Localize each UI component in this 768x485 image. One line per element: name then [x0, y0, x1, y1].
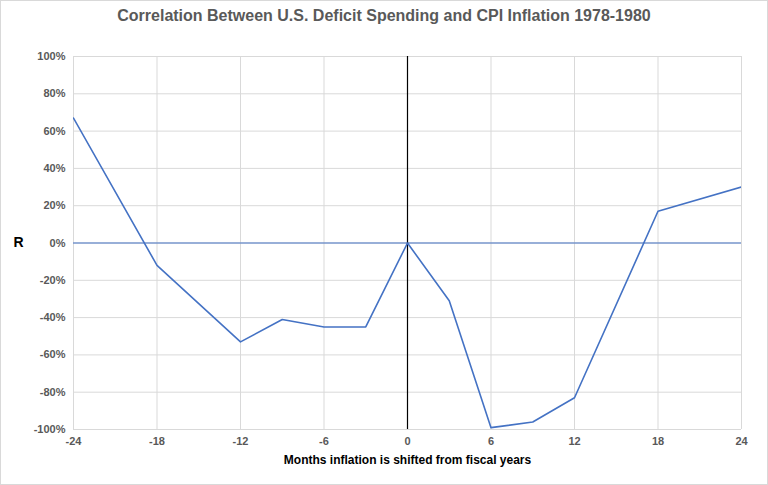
svg-text:60%: 60% [43, 125, 65, 137]
svg-text:Months inflation is shifted fr: Months inflation is shifted from fiscal … [284, 453, 532, 467]
svg-text:80%: 80% [43, 87, 65, 99]
svg-text:0%: 0% [50, 237, 66, 249]
svg-text:20%: 20% [43, 199, 65, 211]
svg-text:-6: -6 [319, 435, 329, 447]
svg-text:-60%: -60% [40, 348, 66, 360]
svg-text:100%: 100% [37, 50, 65, 62]
svg-text:R: R [14, 234, 24, 250]
svg-text:12: 12 [568, 435, 580, 447]
svg-text:-24: -24 [66, 435, 83, 447]
html-text:Correlation Between U.S. Defic: Correlation Between U.S. Deficit Spendin… [117, 7, 651, 24]
svg-text:-80%: -80% [40, 386, 66, 398]
svg-text:-12: -12 [233, 435, 249, 447]
svg-text:-20%: -20% [40, 274, 66, 286]
svg-text:-100%: -100% [34, 423, 66, 435]
svg-text:-40%: -40% [40, 311, 66, 323]
svg-text:0: 0 [404, 435, 410, 447]
svg-text:-18: -18 [149, 435, 165, 447]
svg-text:24: 24 [735, 435, 748, 447]
svg-text:40%: 40% [43, 162, 65, 174]
svg-text:6: 6 [488, 435, 494, 447]
svg-text:18: 18 [652, 435, 664, 447]
